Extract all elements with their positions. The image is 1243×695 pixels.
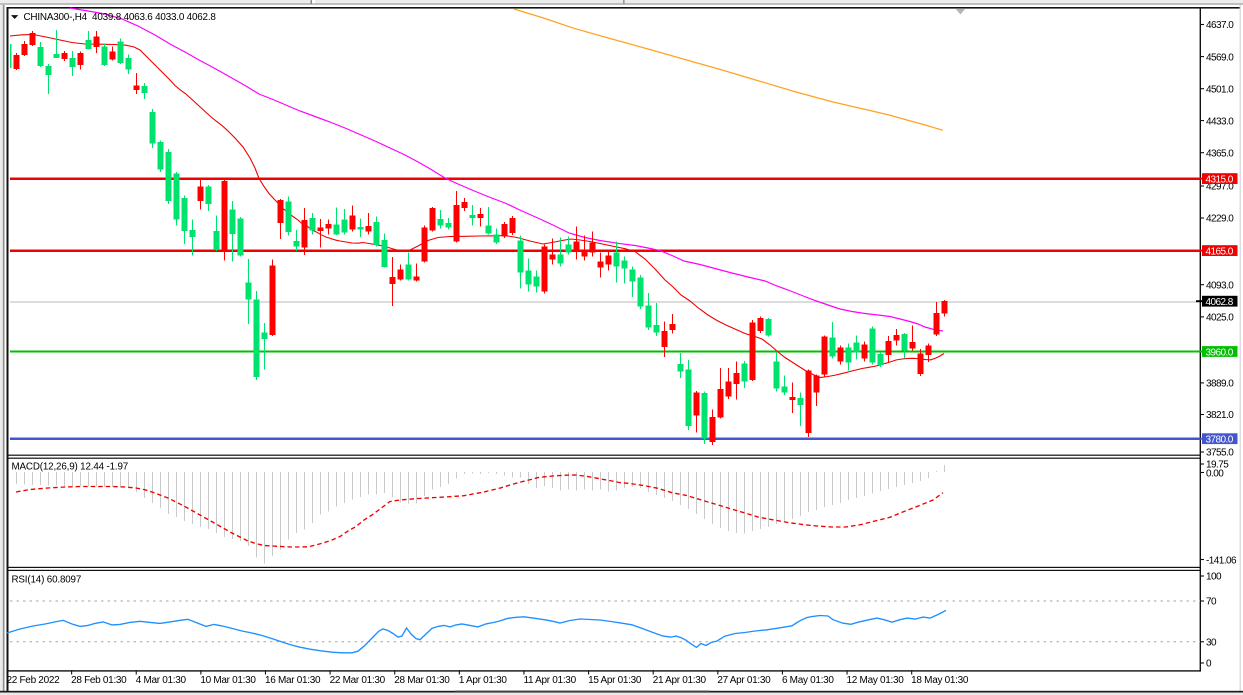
svg-text:22 Feb 2022: 22 Feb 2022 [7,675,61,686]
svg-text:100: 100 [1206,572,1222,583]
svg-text:4637.0: 4637.0 [1206,20,1234,31]
svg-text:22 Mar 01:30: 22 Mar 01:30 [330,675,386,686]
svg-text:18 May 01:30: 18 May 01:30 [911,675,969,686]
svg-text:19.75: 19.75 [1206,460,1229,471]
svg-text:4433.0: 4433.0 [1206,116,1234,127]
svg-text:10 Mar 01:30: 10 Mar 01:30 [200,675,256,686]
svg-text:6 May 01:30: 6 May 01:30 [782,675,834,686]
svg-text:28 Mar 01:30: 28 Mar 01:30 [394,675,450,686]
svg-text:1 Apr 01:30: 1 Apr 01:30 [459,675,508,686]
svg-text:3889.0: 3889.0 [1206,379,1234,390]
svg-text:15 Apr 01:30: 15 Apr 01:30 [588,675,642,686]
svg-text:12 May 01:30: 12 May 01:30 [847,675,905,686]
svg-text:4297.0: 4297.0 [1206,182,1234,193]
svg-text:4 Mar 01:30: 4 Mar 01:30 [136,675,187,686]
svg-text:16 Mar 01:30: 16 Mar 01:30 [265,675,321,686]
svg-text:11 Apr 01:30: 11 Apr 01:30 [523,675,576,686]
svg-text:70: 70 [1206,597,1217,608]
svg-text:0: 0 [1206,659,1212,670]
svg-text:4165.0: 4165.0 [1206,246,1234,257]
svg-text:4501.0: 4501.0 [1206,84,1234,95]
svg-text:MACD(12,26,9) 12.44 -1.97: MACD(12,26,9) 12.44 -1.97 [12,462,129,473]
svg-text:3755.0: 3755.0 [1206,448,1234,459]
svg-text:21 Apr 01:30: 21 Apr 01:30 [653,675,707,686]
svg-text:3780.0: 3780.0 [1206,435,1234,446]
svg-text:3960.0: 3960.0 [1206,347,1234,358]
svg-text:4315.0: 4315.0 [1206,174,1234,185]
svg-text:0.00: 0.00 [1206,468,1224,479]
svg-text:-141.06: -141.06 [1206,555,1237,566]
svg-text:4229.0: 4229.0 [1206,214,1234,225]
svg-text:30: 30 [1206,638,1217,649]
svg-text:RSI(14) 60.8097: RSI(14) 60.8097 [12,575,82,586]
svg-text:4025.0: 4025.0 [1206,313,1234,324]
svg-text:27 Apr 01:30: 27 Apr 01:30 [717,675,771,686]
svg-text:4365.0: 4365.0 [1206,148,1234,159]
svg-text:4569.0: 4569.0 [1206,52,1234,63]
svg-text:CHINA300-,H4 4039.8 4063.6 40: CHINA300-,H4 4039.8 4063.6 4033.0 4062.8 [24,12,217,23]
svg-text:28 Feb 01:30: 28 Feb 01:30 [71,675,127,686]
svg-text:4093.0: 4093.0 [1206,280,1234,291]
svg-text:4062.8: 4062.8 [1206,297,1234,308]
svg-text:3821.0: 3821.0 [1206,410,1234,421]
